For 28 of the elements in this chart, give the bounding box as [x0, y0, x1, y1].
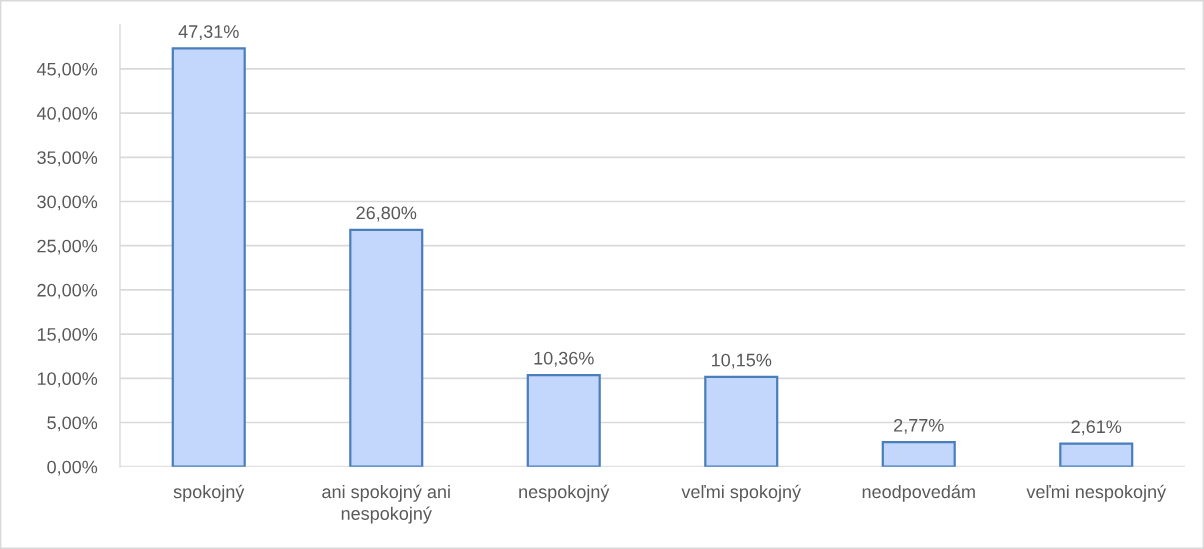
data-label: 10,36%: [534, 351, 594, 367]
y-tick-label: 15,00%: [37, 328, 98, 343]
x-tick-label: veľmi spokojný: [681, 484, 802, 502]
y-tick-label: 10,00%: [37, 372, 98, 388]
x-tick-label: ani spokojný ani nespokojný: [322, 484, 450, 524]
bar: [171, 47, 246, 467]
y-tick-label: 20,00%: [37, 283, 98, 299]
data-label: 2,77%: [894, 418, 944, 434]
bar: [704, 375, 779, 467]
x-tick-label: veľmi nespokojný: [1026, 484, 1167, 502]
y-tick-label: 45,00%: [36, 62, 98, 78]
data-label: 47,31%: [178, 25, 239, 41]
y-tick-label: 0,00%: [47, 460, 98, 476]
bar: [1059, 442, 1134, 467]
bar: [349, 228, 424, 467]
x-tick-label: neodpovedám: [862, 484, 975, 502]
x-tick-label: nespokojný: [519, 484, 610, 502]
data-label: 10,15%: [712, 353, 772, 369]
y-tick-label: 30,00%: [37, 195, 98, 211]
y-tick-label: 35,00%: [37, 151, 98, 167]
y-tick-label: 40,00%: [36, 107, 98, 122]
x-tick-label: spokojný: [173, 484, 245, 502]
y-tick-label: 5,00%: [47, 416, 98, 432]
data-label: 2,61%: [1071, 420, 1122, 436]
bar: [881, 441, 956, 467]
bar: [526, 374, 601, 467]
data-label: 26,80%: [356, 206, 417, 222]
y-tick-label: 25,00%: [37, 239, 98, 255]
